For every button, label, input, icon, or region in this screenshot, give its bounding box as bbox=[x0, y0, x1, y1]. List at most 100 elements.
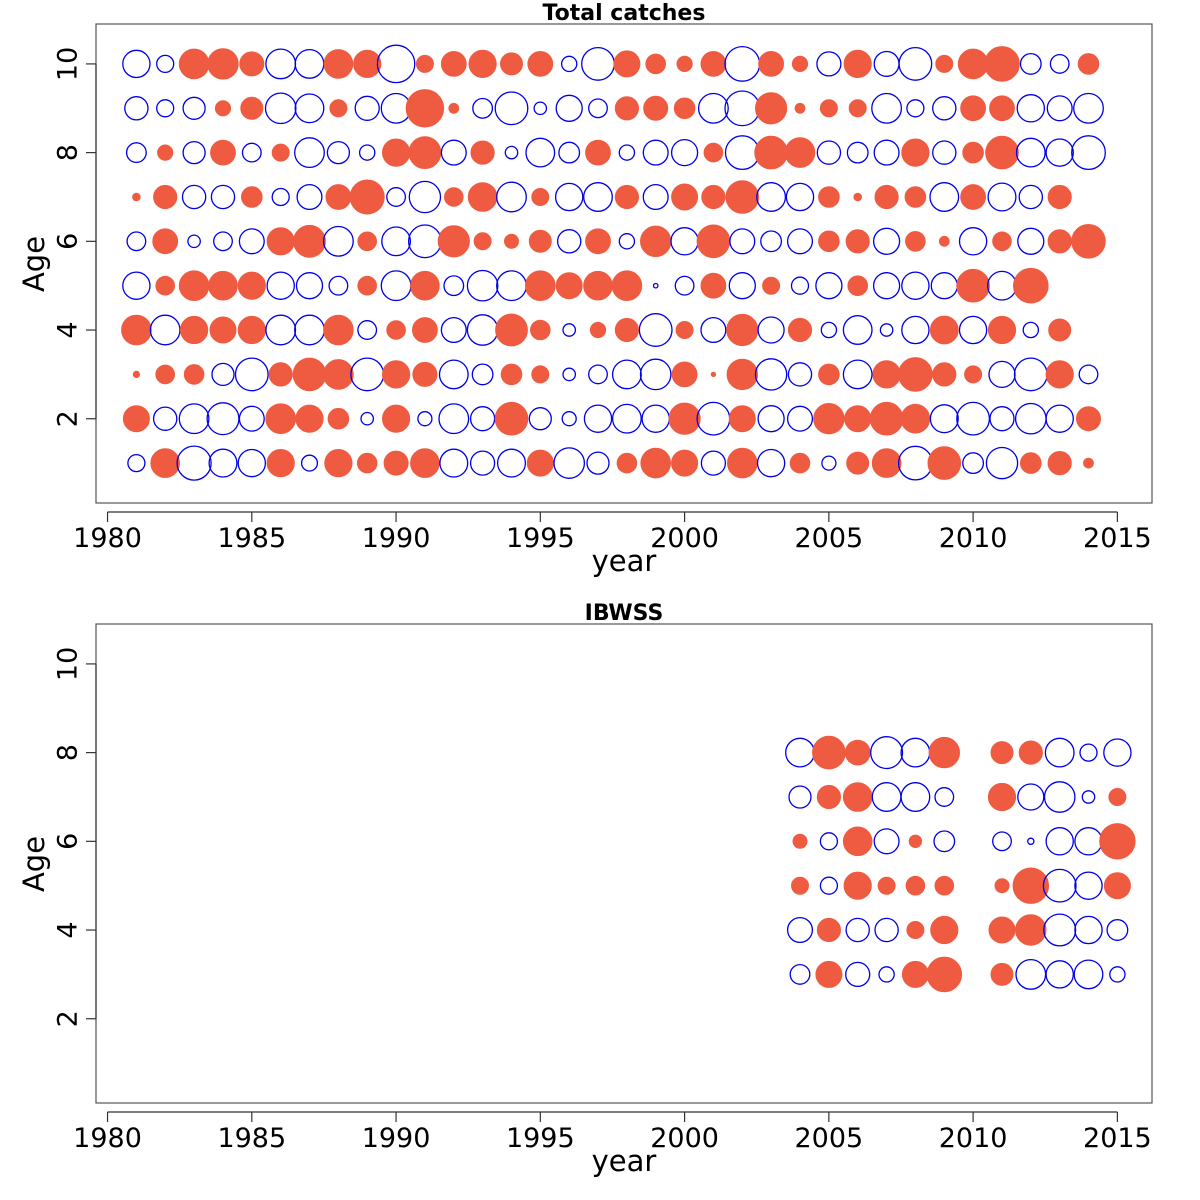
bubble-y1995-age3 bbox=[531, 365, 550, 384]
bubble-y2000-age1 bbox=[671, 449, 699, 477]
bubble-y2002-age3 bbox=[726, 358, 758, 391]
bubble-y1985-age7 bbox=[241, 186, 263, 208]
bubble-y2004-age8 bbox=[784, 137, 816, 168]
bubble-y2005-age9 bbox=[819, 99, 838, 118]
bubble-y1984-age10 bbox=[207, 48, 239, 80]
bubble-y1999-age6 bbox=[640, 225, 672, 258]
bubble-y2012-age5 bbox=[1012, 867, 1050, 904]
bubble-y2007-age4 bbox=[879, 323, 894, 337]
bubble-y2013-age8 bbox=[1045, 138, 1074, 167]
bubble-y1996-age4 bbox=[562, 323, 577, 337]
bubble-y1995-age7 bbox=[531, 188, 550, 206]
bubble-y1983-age5 bbox=[178, 270, 210, 302]
bubble-y2000-age8 bbox=[670, 138, 699, 167]
bubble-y1998-age3 bbox=[611, 359, 642, 390]
bubble-y1993-age9 bbox=[472, 97, 494, 119]
bubble-y1991-age10 bbox=[415, 54, 434, 73]
bubble-y1998-age7 bbox=[614, 184, 640, 210]
bubble-y2014-age10 bbox=[1077, 53, 1100, 75]
bubble-y1997-age4 bbox=[589, 321, 607, 339]
bubble-y1989-age2 bbox=[360, 411, 375, 426]
bubble-y1983-age8 bbox=[182, 140, 206, 165]
bubble-y1987-age8 bbox=[294, 137, 325, 169]
bubble-y2003-age4 bbox=[757, 316, 785, 344]
bubble-y2013-age10 bbox=[1049, 53, 1070, 74]
bubble-y1985-age5 bbox=[237, 271, 266, 300]
bubble-y2006-age4 bbox=[845, 917, 870, 943]
bubble-y2006-age5 bbox=[847, 275, 869, 297]
bubble-y1996-age7 bbox=[554, 182, 584, 212]
bubble-y2014-age7 bbox=[1081, 790, 1096, 804]
bubble-y1991-age3 bbox=[412, 361, 438, 387]
bubble-y1987-age10 bbox=[294, 48, 325, 79]
bubble-y2011-age3 bbox=[990, 962, 1014, 986]
bubble-y1989-age3 bbox=[350, 357, 385, 392]
bubble-y1989-age6 bbox=[357, 231, 378, 252]
bubble-y2003-age3 bbox=[754, 358, 788, 391]
bubble-y2014-age3 bbox=[1078, 364, 1099, 385]
bubble-y1992-age1 bbox=[439, 448, 469, 478]
bubble-y1998-age2 bbox=[611, 403, 642, 434]
bubble-y1993-age3 bbox=[471, 363, 494, 386]
bubble-y1999-age2 bbox=[641, 404, 670, 433]
bubble-y2006-age3 bbox=[845, 961, 871, 988]
bubble-y1995-age9 bbox=[533, 101, 548, 116]
bubble-y2006-age7 bbox=[842, 782, 873, 812]
bubble-y1994-age6 bbox=[504, 233, 519, 249]
bubble-y2005-age4 bbox=[820, 321, 838, 339]
bubble-y1993-age4 bbox=[466, 314, 499, 346]
bubble-y2009-age9 bbox=[932, 96, 957, 121]
y-tick-label: 4 bbox=[53, 321, 84, 338]
bubble-y1983-age9 bbox=[182, 96, 206, 120]
bubble-y1983-age4 bbox=[180, 315, 209, 345]
bubble-y1985-age8 bbox=[241, 142, 262, 163]
bubble-y2006-age9 bbox=[848, 99, 867, 118]
y-tick-label: 10 bbox=[53, 47, 84, 81]
bubble-y1998-age6 bbox=[618, 233, 636, 250]
y-axis-label: Age bbox=[17, 236, 51, 292]
bubble-y1995-age8 bbox=[525, 137, 556, 168]
bubble-y2008-age4 bbox=[906, 921, 925, 939]
bubble-y1982-age4 bbox=[149, 314, 181, 346]
bubble-y1981-age6 bbox=[126, 231, 147, 252]
bubble-y2012-age7 bbox=[1017, 783, 1045, 811]
bubble-y2005-age3 bbox=[818, 363, 840, 386]
bubble-y1982-age2 bbox=[152, 406, 178, 431]
bubble-y1990-age10 bbox=[376, 44, 416, 84]
bubble-y2012-age1 bbox=[1020, 452, 1042, 474]
bubble-y2011-age2 bbox=[989, 406, 1015, 432]
bubble-y2001-age5 bbox=[700, 272, 727, 299]
bubble-y1997-age9 bbox=[588, 98, 608, 119]
bubble-y2008-age2 bbox=[900, 403, 931, 434]
x-tick-label: 1980 bbox=[73, 1123, 142, 1154]
bubble-y2014-age4 bbox=[1074, 915, 1103, 945]
bubble-y2010-age9 bbox=[960, 95, 986, 122]
bubble-y1987-age6 bbox=[293, 224, 326, 258]
bubble-y1981-age2 bbox=[122, 405, 150, 433]
y-tick-label: 8 bbox=[53, 744, 84, 761]
plot-frame bbox=[95, 623, 1153, 1104]
bubble-y1986-age1 bbox=[266, 449, 295, 478]
bubble-y1996-age3 bbox=[562, 367, 577, 382]
bubble-y1986-age8 bbox=[271, 143, 290, 162]
y-tick-label: 10 bbox=[53, 647, 84, 681]
bubble-y1985-age9 bbox=[240, 96, 264, 120]
bubble-y1987-age9 bbox=[294, 93, 325, 124]
bubble-y1994-age8 bbox=[504, 145, 519, 160]
bubble-y1990-age3 bbox=[382, 360, 411, 389]
bubble-y1984-age3 bbox=[211, 362, 235, 387]
bubble-y2006-age4 bbox=[842, 315, 873, 345]
bubble-y2015-age7 bbox=[1108, 788, 1127, 806]
bubble-y1988-age10 bbox=[323, 49, 354, 79]
bubble-y1997-age2 bbox=[583, 404, 613, 433]
bubble-y2009-age1 bbox=[927, 446, 962, 480]
bubble-y2013-age6 bbox=[1047, 229, 1072, 254]
bubble-y2004-age9 bbox=[794, 102, 806, 114]
bubble-y1988-age4 bbox=[323, 314, 354, 346]
bubble-y1993-age8 bbox=[470, 140, 495, 165]
bubble-y2009-age8 bbox=[928, 736, 960, 769]
bubble-y2007-age9 bbox=[871, 92, 903, 124]
y-axis: 2 4 6 8 10 bbox=[53, 647, 97, 1027]
bubble-y1992-age3 bbox=[438, 359, 469, 390]
